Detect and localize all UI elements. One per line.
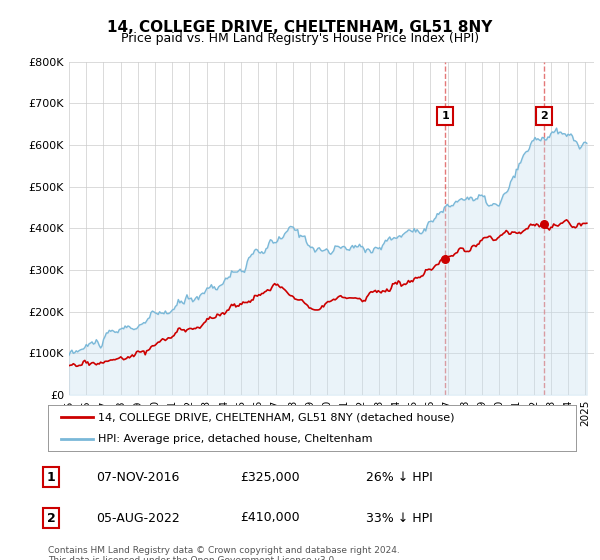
Point bbox=[539, 220, 548, 228]
Text: 2: 2 bbox=[47, 511, 55, 525]
Text: Contains HM Land Registry data © Crown copyright and database right 2024.
This d: Contains HM Land Registry data © Crown c… bbox=[48, 546, 400, 560]
Text: £410,000: £410,000 bbox=[240, 511, 299, 525]
Text: £325,000: £325,000 bbox=[240, 470, 299, 484]
Text: 33% ↓ HPI: 33% ↓ HPI bbox=[366, 511, 433, 525]
Point bbox=[440, 255, 450, 264]
Text: 07-NOV-2016: 07-NOV-2016 bbox=[96, 470, 179, 484]
Text: Price paid vs. HM Land Registry's House Price Index (HPI): Price paid vs. HM Land Registry's House … bbox=[121, 32, 479, 45]
Text: 14, COLLEGE DRIVE, CHELTENHAM, GL51 8NY (detached house): 14, COLLEGE DRIVE, CHELTENHAM, GL51 8NY … bbox=[98, 412, 455, 422]
Text: 14, COLLEGE DRIVE, CHELTENHAM, GL51 8NY: 14, COLLEGE DRIVE, CHELTENHAM, GL51 8NY bbox=[107, 20, 493, 35]
Text: 2: 2 bbox=[540, 111, 548, 121]
Text: 1: 1 bbox=[47, 470, 55, 484]
Text: 1: 1 bbox=[441, 111, 449, 121]
Text: 26% ↓ HPI: 26% ↓ HPI bbox=[366, 470, 433, 484]
Text: HPI: Average price, detached house, Cheltenham: HPI: Average price, detached house, Chel… bbox=[98, 435, 373, 444]
Text: 05-AUG-2022: 05-AUG-2022 bbox=[96, 511, 180, 525]
